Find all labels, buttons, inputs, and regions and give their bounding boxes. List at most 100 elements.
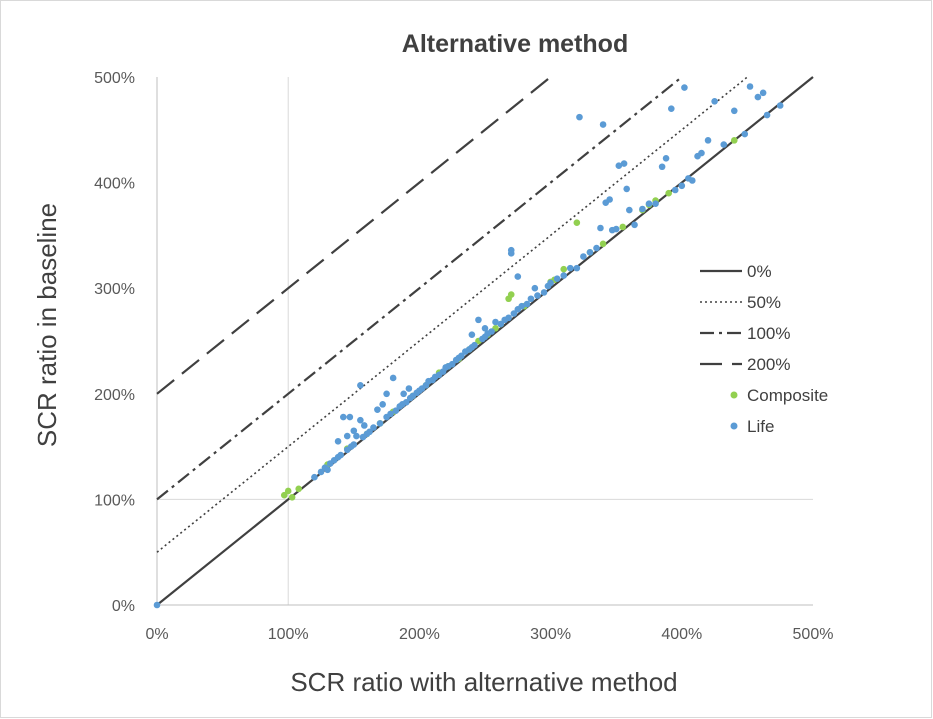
life-point xyxy=(698,149,705,157)
life-point xyxy=(566,264,574,272)
life-point xyxy=(357,382,364,389)
life-point xyxy=(353,432,360,440)
life-point xyxy=(626,206,633,214)
life-point xyxy=(531,284,539,292)
life-point xyxy=(514,273,522,280)
life-point xyxy=(405,385,413,392)
axes xyxy=(156,77,813,606)
reference-line-50pct xyxy=(156,76,748,553)
life-point xyxy=(586,248,594,256)
life-point xyxy=(471,341,478,349)
life-point xyxy=(153,601,161,609)
life-point xyxy=(475,316,482,324)
composite-point xyxy=(288,493,296,501)
legend-label: 200% xyxy=(747,355,790,374)
composite-point xyxy=(280,491,288,499)
y-tick-label: 400% xyxy=(94,176,135,193)
composite-point xyxy=(507,291,515,298)
life-point xyxy=(324,466,331,474)
life-point xyxy=(458,352,465,360)
life-point xyxy=(597,224,604,232)
x-axis-title: SCR ratio with alternative method xyxy=(290,667,677,697)
legend-label: 0% xyxy=(747,262,772,281)
life-point xyxy=(505,314,512,322)
life-point xyxy=(488,328,495,335)
life-point xyxy=(681,84,688,91)
y-tick-label: 0% xyxy=(112,598,135,615)
life-point xyxy=(343,432,351,440)
life-point xyxy=(668,105,675,112)
life-point xyxy=(376,420,384,427)
life-point xyxy=(599,121,607,128)
y-tick-labels: 0% 100% 200% 300% 400% 500% xyxy=(94,70,135,615)
y-tick-label: 500% xyxy=(94,70,135,87)
x-tick-label: 400% xyxy=(661,626,702,643)
life-point xyxy=(357,416,364,424)
life-point xyxy=(389,374,397,382)
life-point xyxy=(759,89,767,97)
life-point xyxy=(492,318,499,326)
life-point xyxy=(720,141,728,148)
life-point xyxy=(507,246,515,254)
life-point xyxy=(379,401,386,408)
reference-line-0pct xyxy=(156,76,814,606)
legend-label: Life xyxy=(747,417,774,436)
life-point xyxy=(620,160,628,167)
reference-line-100pct xyxy=(156,76,683,501)
life-point xyxy=(606,196,613,203)
life-point xyxy=(623,185,630,193)
composite-point xyxy=(284,487,292,495)
life-point xyxy=(741,130,749,138)
life-point xyxy=(340,413,347,421)
life-point xyxy=(615,162,623,170)
life-point xyxy=(366,428,373,436)
life-point xyxy=(337,451,344,459)
life-point xyxy=(370,424,377,431)
life-point xyxy=(334,438,342,445)
life-point xyxy=(448,360,456,368)
life-point xyxy=(711,97,718,105)
composite-point xyxy=(619,223,627,231)
life-point xyxy=(560,272,568,279)
x-tick-label: 100% xyxy=(268,626,309,643)
composite-point xyxy=(665,189,672,197)
life-point xyxy=(311,473,318,481)
y-tick-label: 300% xyxy=(94,281,135,298)
life-point xyxy=(481,325,489,332)
life-point xyxy=(730,107,738,115)
life-point xyxy=(547,279,554,287)
life-point xyxy=(658,163,666,171)
life-point xyxy=(374,406,381,413)
life-point xyxy=(704,137,712,144)
life-point xyxy=(573,264,581,272)
composite-point xyxy=(573,219,581,227)
life-point xyxy=(527,295,535,303)
life-point xyxy=(662,155,670,162)
life-point xyxy=(553,275,561,282)
x-tick-label: 300% xyxy=(530,626,571,643)
life-point xyxy=(754,93,762,101)
life-point xyxy=(631,221,638,229)
life-point xyxy=(392,407,400,414)
life-point xyxy=(639,205,646,213)
life-point xyxy=(510,310,518,317)
life-point xyxy=(652,200,659,208)
composite-point xyxy=(560,265,568,273)
life-point xyxy=(688,177,696,184)
legend-label: Composite xyxy=(747,386,828,405)
x-tick-label: 200% xyxy=(399,626,440,643)
life-point xyxy=(350,427,358,435)
life-point xyxy=(350,441,358,448)
y-tick-label: 200% xyxy=(94,387,135,404)
x-tick-label: 0% xyxy=(145,626,168,643)
life-point xyxy=(317,468,325,476)
life-point xyxy=(540,289,548,296)
reference-line-200pct xyxy=(156,76,552,395)
life-point xyxy=(746,83,754,90)
composite-point xyxy=(730,137,738,144)
life-point xyxy=(497,320,505,328)
chart-title: Alternative method xyxy=(402,30,628,58)
